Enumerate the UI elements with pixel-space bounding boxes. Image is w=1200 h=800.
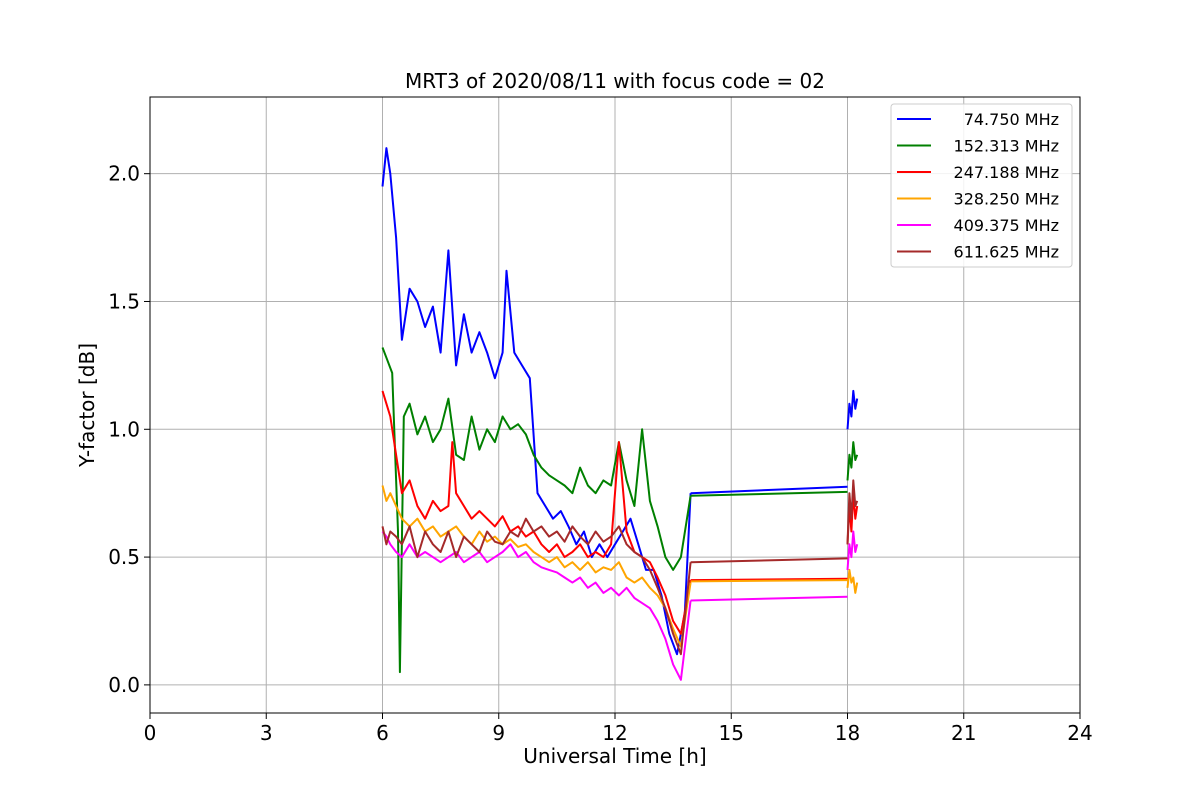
series-1 (381, 147, 859, 656)
x-tick-label: 15 (719, 721, 744, 745)
series-line (690, 595, 848, 602)
x-tick-label: 6 (376, 721, 389, 745)
series-line (846, 479, 859, 545)
y-axis-ticks: 0.0 0.5 1.0 1.5 2.0 (108, 162, 150, 697)
y-axis-label: Y-factor [dB] (75, 343, 99, 468)
y-tick-label: 1.5 (108, 289, 140, 313)
legend: 74.750 MHz 152.313 MHz 247.188 MHz 328.250 … (890, 103, 1073, 268)
x-tick-label: 3 (260, 721, 273, 745)
legend-label: 328.250 MHz (954, 190, 1059, 209)
x-tick-label: 0 (144, 721, 157, 745)
series-lines (381, 147, 859, 681)
series-2 (381, 347, 859, 674)
series-line (690, 577, 848, 582)
x-tick-label: 21 (951, 721, 976, 745)
legend-box (890, 103, 1073, 268)
x-tick-label: 12 (602, 721, 627, 745)
series-line (690, 557, 848, 564)
x-tick-label: 24 (1067, 721, 1092, 745)
legend-label: 152.313 MHz (954, 137, 1059, 156)
series-line (381, 347, 692, 674)
series-line (690, 490, 848, 497)
legend-entries: 74.750 MHz 152.313 MHz 247.188 MHz 328.250 … (897, 110, 1059, 262)
chart-title: MRT3 of 2020/08/11 with focus code = 02 (405, 69, 825, 93)
series-line (690, 579, 848, 583)
series-line (846, 441, 859, 481)
x-axis-label: Universal Time [h] (523, 744, 706, 768)
series-line (846, 530, 859, 570)
y-tick-label: 0.0 (108, 673, 140, 697)
y-tick-label: 2.0 (108, 162, 140, 186)
legend-label: 74.750 MHz (964, 110, 1059, 129)
legend-label: 611.625 MHz (954, 243, 1059, 262)
series-5 (381, 530, 859, 681)
legend-label: 409.375 MHz (954, 216, 1059, 235)
x-axis-ticks: 0 3 6 9 12 15 18 21 24 (144, 713, 1093, 745)
x-tick-label: 9 (492, 721, 505, 745)
series-line (690, 485, 848, 495)
series-line (846, 389, 859, 430)
y-tick-label: 0.5 (108, 545, 140, 569)
x-tick-label: 18 (835, 721, 860, 745)
series-line (381, 485, 692, 648)
series-6 (381, 479, 859, 656)
y-tick-label: 1.0 (108, 417, 140, 441)
series-line (846, 568, 859, 594)
series-4 (381, 485, 859, 648)
series-line (381, 147, 692, 656)
series-line (381, 517, 692, 656)
series-line (381, 530, 692, 681)
legend-label: 247.188 MHz (954, 163, 1059, 182)
